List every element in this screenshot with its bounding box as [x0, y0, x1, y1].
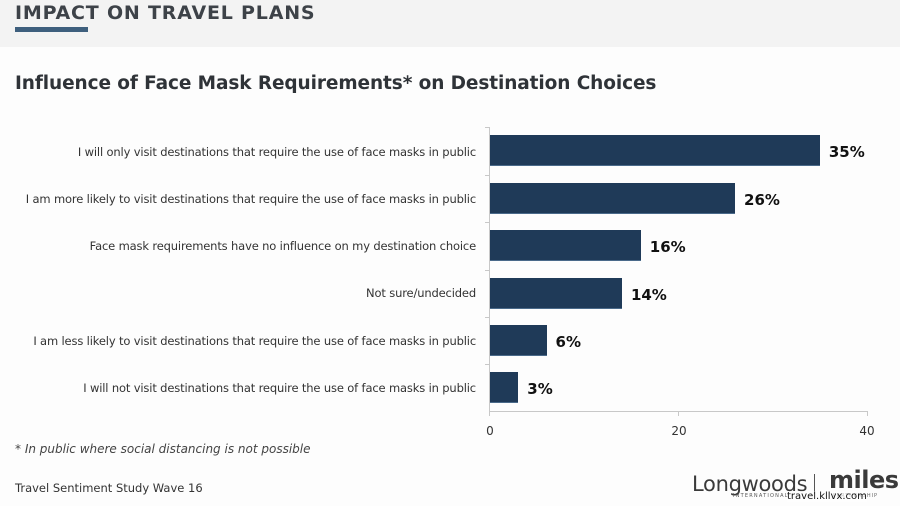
y-axis: [489, 127, 490, 412]
longwoods-logo-subtitle: INTERNATIONAL: [733, 493, 789, 499]
category-label: I am less likely to visit destinations t…: [33, 334, 476, 348]
y-tick: [485, 317, 490, 318]
y-tick: [485, 270, 490, 271]
category-label: I will not visit destinations that requi…: [83, 381, 476, 395]
y-tick: [485, 175, 490, 176]
y-tick: [485, 127, 490, 128]
x-tick-label: 40: [859, 424, 875, 438]
bar-value-label: 14%: [630, 286, 667, 304]
miles-logo: miles: [829, 466, 899, 494]
y-tick: [485, 364, 490, 365]
bar: [490, 325, 547, 356]
bar-value-label: 35%: [828, 143, 865, 161]
bar-value-label: 26%: [744, 191, 780, 209]
category-label: Face mask requirements have no influence…: [89, 239, 476, 253]
x-tick-label: 20: [671, 424, 687, 438]
bar-value-label: 16%: [649, 238, 686, 256]
watermark: travel.kllvx.com: [787, 491, 867, 502]
logo-divider: [814, 474, 815, 494]
footnote: * In public where social distancing is n…: [15, 442, 311, 456]
bar: [490, 135, 820, 166]
y-tick: [485, 222, 490, 223]
category-label: I will only visit destinations that requ…: [77, 145, 476, 159]
bar: [490, 183, 736, 214]
bar: [490, 278, 622, 309]
category-label: I am more likely to visit destinations t…: [25, 192, 476, 206]
section-title-underline: [15, 27, 88, 32]
bar-value-label: 6%: [555, 333, 582, 351]
x-tick: [678, 411, 679, 416]
x-tick: [867, 411, 868, 416]
chart-title: Influence of Face Mask Requirements* on …: [15, 73, 657, 94]
category-label: Not sure/undecided: [366, 286, 476, 300]
header-strip: [0, 0, 900, 47]
bar: [490, 230, 641, 261]
source-label: Travel Sentiment Study Wave 16: [15, 481, 203, 495]
bar-value-label: 3%: [527, 380, 553, 398]
bar: [490, 372, 519, 403]
section-title: IMPACT ON TRAVEL PLANS: [15, 2, 316, 24]
x-tick: [489, 411, 490, 416]
x-tick-label: 0: [486, 424, 494, 438]
